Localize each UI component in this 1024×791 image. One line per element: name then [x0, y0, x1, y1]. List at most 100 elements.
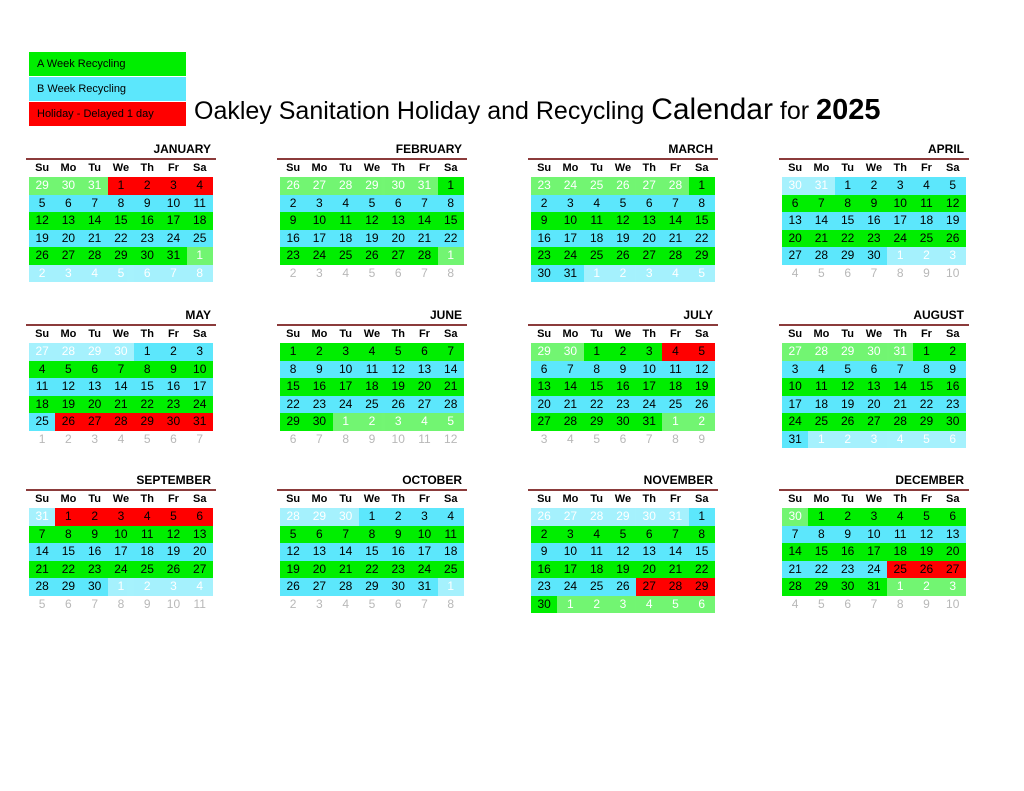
day-cell: 15	[808, 543, 835, 561]
day-cell: 2	[913, 578, 940, 596]
day-cell: 9	[834, 525, 861, 543]
weekday-label: We	[865, 162, 883, 174]
day-cell: 3	[316, 265, 323, 280]
day-cell: 6	[844, 265, 851, 280]
day-cell: 4	[81, 264, 108, 282]
day-cell: 3	[316, 596, 323, 611]
day-cell: 11	[437, 525, 464, 543]
day-cell: 7	[160, 264, 187, 282]
day-cell: 12	[609, 212, 637, 230]
day-cell: 30	[636, 508, 663, 526]
day-cell: 20	[81, 395, 108, 413]
day-cell: 4	[662, 343, 689, 361]
day-cell: 29	[688, 578, 715, 596]
day-cell: 29	[609, 508, 637, 526]
day-cell: 11	[662, 360, 689, 378]
day-cell: 27	[636, 578, 663, 596]
weekday-label: Su	[286, 162, 301, 174]
day-cell: 26	[280, 578, 307, 596]
day-cell: 10	[946, 265, 960, 280]
week-row: 6 7 8 9 10 11 12	[531, 360, 715, 378]
day-cell: 2	[289, 596, 297, 611]
weekday-label: We	[112, 328, 130, 340]
weekday-label: Tu	[590, 162, 603, 174]
day-cell: 26	[609, 578, 637, 596]
weekday-label: Th	[642, 493, 656, 505]
month-divider	[277, 489, 467, 491]
day-cell: 1	[913, 343, 940, 361]
day-cell: 10	[166, 596, 181, 611]
day-cell: 6	[134, 264, 161, 282]
day-cell: 6	[844, 596, 851, 611]
day-cell: 26	[358, 247, 386, 265]
day-cell: 29	[808, 578, 835, 596]
day-cell: 29	[107, 247, 135, 265]
day-cell: 4	[117, 431, 125, 446]
day-cell: 12	[29, 212, 56, 230]
day-cell: 8	[55, 525, 82, 543]
day-cell: 21	[887, 395, 914, 413]
day-cell: 19	[688, 378, 715, 396]
day-cell: 8	[447, 265, 455, 280]
day-cell: 26	[609, 177, 637, 195]
week-row: 26 27 28 29 30 31 1	[280, 177, 464, 195]
day-cell: 17	[557, 560, 584, 578]
week-row: 24 25 26 27 28 29 30	[782, 413, 966, 431]
day-cell: 13	[55, 212, 82, 230]
day-cell: 1	[808, 430, 835, 448]
weekday-header: Su Mo Tu We Th Fr Sa	[280, 326, 464, 343]
month-january: JANUARY Su Mo Tu We Th Fr Sa 29 30 31 1 2 3 4 5 6 7 8 9 10 11…	[26, 141, 216, 282]
day-cell: 4	[29, 360, 56, 378]
weekday-label: Tu	[339, 328, 352, 340]
day-cell: 23	[531, 247, 558, 265]
day-cell: 16	[860, 212, 888, 230]
day-cell: 5	[913, 508, 940, 526]
day-cell: 4	[791, 596, 799, 611]
day-cell: 22	[134, 395, 161, 413]
day-cell: 14	[808, 212, 835, 230]
day-cell: 7	[332, 525, 359, 543]
day-cell: 29	[583, 413, 610, 431]
day-cell: 11	[913, 194, 940, 212]
day-cell: 23	[531, 177, 558, 195]
day-cell: 26	[531, 508, 558, 526]
day-cell: 31	[186, 413, 213, 431]
day-cell: 31	[29, 508, 56, 526]
day-cell: 30	[306, 413, 333, 431]
day-cell: 5	[160, 508, 187, 526]
day-cell: 3	[540, 431, 548, 446]
day-cell: 9	[306, 360, 333, 378]
day-cell: 20	[531, 395, 558, 413]
day-cell: 17	[860, 543, 888, 561]
day-cell: 8	[280, 360, 307, 378]
weekday-label: Fr	[920, 493, 932, 505]
day-cell: 17	[332, 378, 359, 396]
day-cell: 31	[808, 177, 835, 195]
week-row: 7 8 9 10 11 12 13	[29, 525, 213, 543]
day-cell: 13	[385, 212, 412, 230]
day-cell: 30	[160, 413, 187, 431]
day-cell: 30	[557, 343, 584, 361]
day-cell: 14	[81, 212, 108, 230]
day-cell: 3	[91, 431, 98, 446]
day-cell: 1	[808, 508, 835, 526]
day-cell: 2	[358, 413, 386, 431]
day-cell: 24	[306, 247, 333, 265]
month-divider	[779, 158, 969, 160]
day-cell: 8	[896, 596, 904, 611]
week-row: 10 11 12 13 14 15 16	[782, 378, 966, 396]
weekday-label: Su	[537, 328, 552, 340]
week-row: 12 13 14 15 16 17 18	[29, 212, 213, 230]
day-cell: 25	[887, 560, 914, 578]
day-cell: 7	[870, 596, 878, 611]
day-cell: 9	[143, 596, 151, 611]
week-row: 19 20 21 22 23 24 25	[280, 560, 464, 578]
day-cell: 10	[887, 194, 914, 212]
week-row: 28 29 30 1 2 3 4	[29, 578, 213, 596]
day-cell: 31	[887, 343, 914, 361]
